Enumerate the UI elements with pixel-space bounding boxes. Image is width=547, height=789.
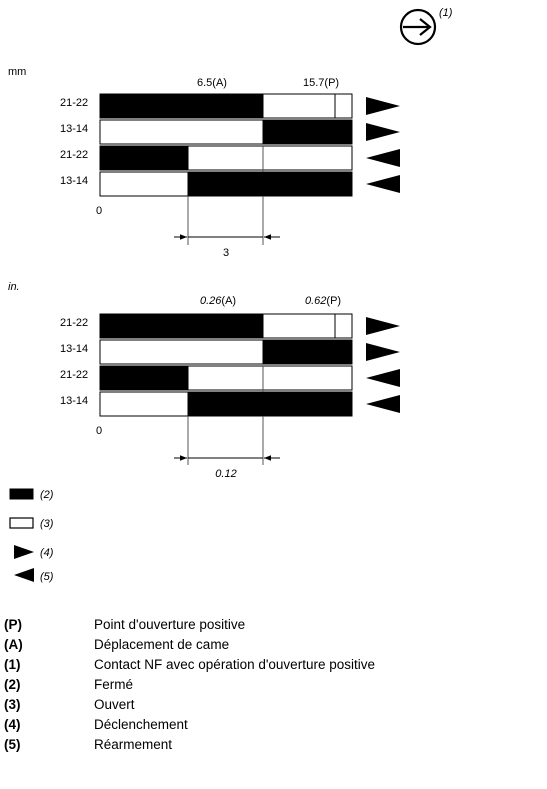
legend-key: (A): [4, 636, 23, 652]
marker-a-label: 6.5(A): [197, 77, 227, 89]
symbol-legend-label: (5): [40, 571, 54, 583]
dimension-label: 0.12: [215, 468, 236, 480]
symbol-ref-label: (1): [439, 7, 453, 19]
positive-opening-symbol: (1): [399, 7, 453, 46]
actuation-arrow-icon: [366, 343, 400, 361]
marker-p-label: 0.62(P): [305, 295, 341, 307]
reset-arrow-icon: [366, 149, 400, 167]
closed-segment: [262, 339, 353, 365]
unit-label: in.: [8, 281, 20, 293]
legend-key: (P): [4, 616, 22, 632]
legend: (P) Point d'ouverture positive (A) Dépla…: [4, 614, 544, 754]
legend-text: Déplacement de came: [94, 636, 230, 652]
symbol-legend-label: (2): [40, 489, 54, 501]
legend-key: (2): [4, 676, 21, 692]
legend-row: (1) Contact NF avec opération d'ouvertur…: [4, 654, 544, 674]
closed-segment: [99, 93, 264, 119]
closed-segment: [99, 313, 264, 339]
actuation-arrow-icon: [366, 317, 400, 335]
open-segment: [99, 339, 264, 365]
open-swatch: [9, 517, 34, 529]
open-segment: [187, 145, 353, 171]
row-label: 21-22: [60, 369, 88, 381]
legend-text: Ouvert: [94, 696, 135, 712]
row-label: 13-14: [60, 395, 88, 407]
marker-p-label: 15.7(P): [303, 77, 339, 89]
reset-arrow-icon: [366, 369, 400, 387]
legend-key: (5): [4, 736, 21, 752]
legend-text: Déclenchement: [94, 716, 188, 732]
legend-text: Contact NF avec opération d'ouverture po…: [94, 656, 375, 672]
closed-segment: [99, 365, 189, 391]
symbol-legend-label: (4): [40, 547, 54, 559]
open-segment: [99, 119, 264, 145]
row-label: 13-14: [60, 175, 88, 187]
legend-key: (1): [4, 656, 21, 672]
reset-arrow-icon: [14, 568, 34, 582]
unit-label: mm: [8, 66, 26, 78]
reset-arrow-icon: [366, 395, 400, 413]
actuation-arrow-icon: [366, 97, 400, 115]
section-in: in. 0.26(A) 0.62(P) 21-22 13-14 21-22 13…: [8, 281, 400, 480]
row-label: 13-14: [60, 123, 88, 135]
reset-arrow-icon: [366, 175, 400, 193]
section-mm: mm 6.5(A) 15.7(P) 21-22 13-14 21-22 13-1…: [8, 66, 400, 259]
legend-row: (3) Ouvert: [4, 694, 544, 714]
actuation-arrow-icon: [366, 123, 400, 141]
row-label: 21-22: [60, 317, 88, 329]
legend-row: (4) Déclenchement: [4, 714, 544, 734]
symbol-legend-label: (3): [40, 518, 54, 530]
dimension-label: 3: [223, 247, 229, 259]
open-segment: [99, 391, 189, 417]
legend-row: (A) Déplacement de came: [4, 634, 544, 654]
legend-key: (3): [4, 696, 21, 712]
circle-arrow-icon: [399, 8, 437, 46]
legend-row: (5) Réarmement: [4, 734, 544, 754]
legend-row: (2) Fermé: [4, 674, 544, 694]
closed-segment: [262, 119, 353, 145]
closed-segment: [99, 145, 189, 171]
zero-label: 0: [96, 425, 102, 437]
zero-label: 0: [96, 205, 102, 217]
row-label: 21-22: [60, 97, 88, 109]
row-label: 13-14: [60, 343, 88, 355]
open-segment: [99, 171, 189, 197]
row-label: 21-22: [60, 149, 88, 161]
legend-row: (P) Point d'ouverture positive: [4, 614, 544, 634]
closed-segment: [187, 171, 353, 197]
marker-a-label: 0.26(A): [200, 295, 236, 307]
legend-key: (4): [4, 716, 21, 732]
open-segment: [187, 365, 353, 391]
contact-diagram: (1) mm 6.5(A) 15.7(P) 21-22 13-14 21-22 …: [8, 7, 453, 583]
legend-text: Fermé: [94, 676, 134, 692]
symbol-legend: (2) (3) (4) (5): [9, 488, 54, 583]
actuation-arrow-icon: [14, 545, 34, 559]
closed-segment: [187, 391, 353, 417]
legend-text: Réarmement: [94, 736, 173, 752]
open-segment: [262, 313, 353, 339]
legend-text: Point d'ouverture positive: [94, 616, 246, 632]
open-segment: [262, 93, 353, 119]
closed-swatch: [9, 488, 34, 500]
